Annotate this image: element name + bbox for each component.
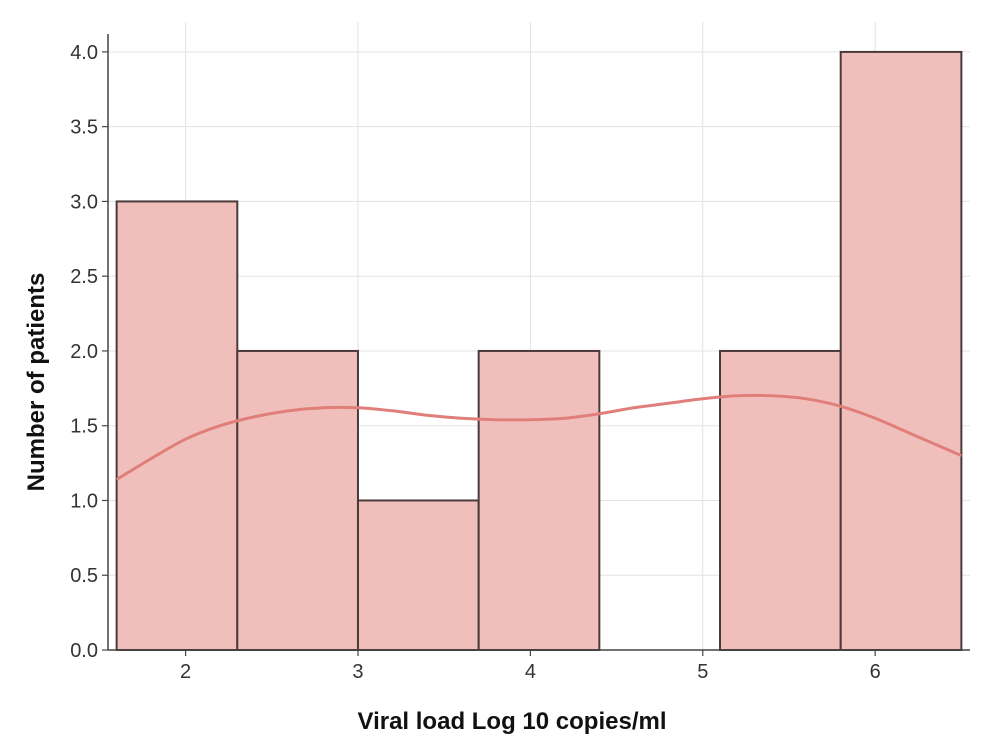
x-axis-title: Viral load Log 10 copies/ml [358,708,667,735]
x-tick-label: 6 [870,661,881,683]
x-tick-labels: 2 3 4 5 6 [180,650,881,683]
x-tick-label: 3 [352,661,363,683]
y-tick-label: 3.5 [70,117,98,139]
histogram-bar [236,349,359,651]
y-tick-label: 3.0 [70,191,98,213]
y-tick-label: 0.0 [70,640,98,662]
y-tick-label: 2.5 [70,266,98,288]
y-tick-label: 1.5 [70,416,98,438]
y-tick-label: 4.0 [70,42,98,64]
x-tick-label: 2 [180,661,191,683]
axes [107,34,970,651]
x-tick-label: 4 [525,661,536,683]
y-tick-label: 2.0 [70,341,98,363]
histogram-bars [115,50,963,652]
histogram-bar [356,499,480,651]
histogram-bar [839,50,963,651]
y-tick-label: 0.5 [70,565,98,587]
y-tick-labels: 0.0 0.5 1.0 1.5 2.0 2.5 3.0 3.5 4.0 [70,42,108,662]
x-tick-label: 5 [697,661,708,683]
histogram-bar [477,349,601,651]
kde-curve [115,393,962,481]
y-axis-title: Number of patients [23,273,50,492]
y-tick-label: 1.0 [70,490,98,512]
